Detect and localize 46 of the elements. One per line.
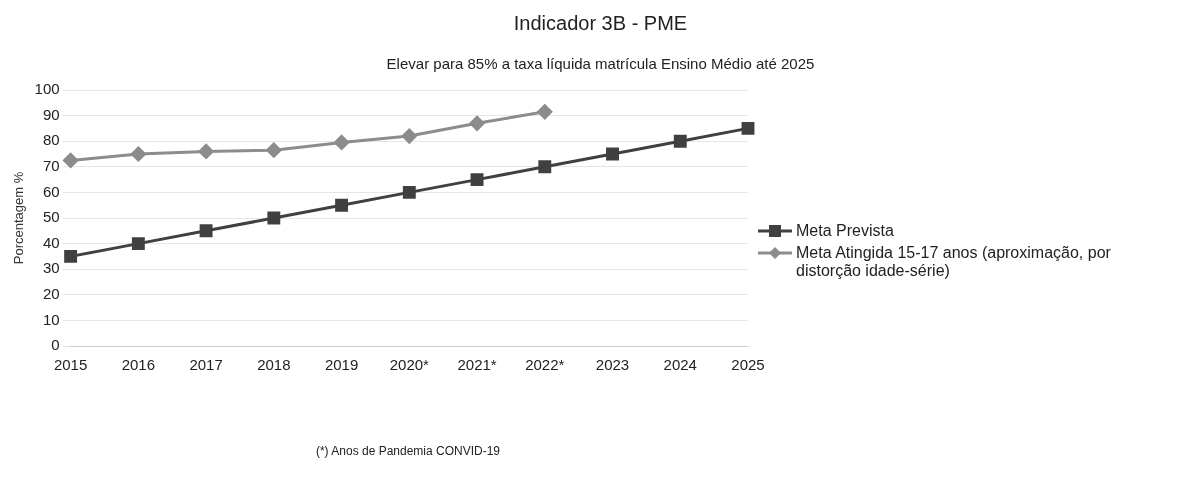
y-tick-label: 10	[42, 310, 60, 328]
x-tick-label: 2021*	[457, 356, 497, 374]
point	[198, 143, 214, 159]
y-tick-label: 0	[51, 336, 60, 354]
y-tick-label: 100	[34, 80, 60, 98]
chart-title: Indicador 3B - PME	[512, 12, 689, 35]
x-tick-label: 2022*	[525, 356, 565, 374]
point	[266, 142, 282, 158]
text: (*) Anos de Pandemia CONVID-19	[314, 444, 502, 458]
x-tick-label: 2016	[121, 356, 156, 374]
x-tick-label: 2023	[595, 356, 630, 374]
legend-label: Meta Prevista	[796, 222, 895, 240]
chart-subtitle: Elevar para 85% a taxa líquida matrícula Ensino Médio até 2025	[385, 55, 816, 72]
point	[741, 121, 755, 135]
point	[335, 198, 349, 212]
x-tick-label: 2020*	[389, 356, 430, 374]
y-tick-label: 40	[42, 233, 60, 251]
x-tick-label: 2019	[324, 356, 359, 374]
point	[64, 249, 78, 263]
point	[130, 146, 146, 162]
point	[267, 211, 281, 225]
x-tick-label: 2025	[731, 356, 765, 374]
point	[470, 173, 484, 187]
point	[538, 160, 552, 174]
y-tick-label: 90	[42, 105, 60, 123]
x-tick-label: 2024	[663, 356, 697, 374]
point	[606, 147, 619, 161]
y-tick-label: 60	[42, 182, 60, 200]
legend-label: Meta Atingida 15-17 anos (aproximação, por distorção idade-série)	[796, 244, 1112, 280]
y-tick-label: 80	[42, 131, 60, 149]
x-tick-label: 2015	[53, 356, 88, 374]
x-tick-label: 2017	[189, 356, 223, 374]
point	[131, 237, 145, 251]
y-tick-label: 50	[42, 208, 60, 226]
y-tick-label: 30	[42, 259, 60, 277]
x-tick-label: 2018	[257, 356, 291, 374]
point	[402, 185, 416, 199]
y-tick-label: 20	[42, 284, 60, 302]
point	[334, 134, 350, 150]
point	[469, 115, 485, 131]
y-axis-title: Porcentagem %	[11, 171, 27, 265]
point	[537, 104, 553, 120]
y-tick-label: 70	[42, 156, 60, 174]
point	[199, 224, 213, 238]
point	[401, 128, 417, 144]
point	[673, 134, 687, 148]
